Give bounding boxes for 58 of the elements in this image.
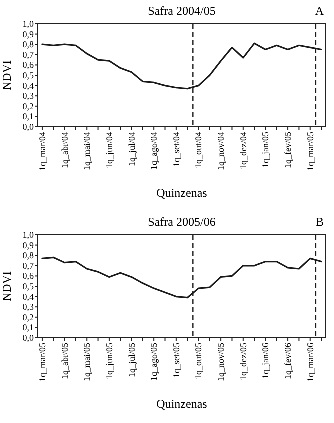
text: B <box>316 215 324 229</box>
x-tick-label: 1q_jun/04 <box>104 132 114 169</box>
x-tick-label: 1q_fev/05 <box>283 132 294 168</box>
y-tick-label: 0,7 <box>22 50 34 60</box>
y-axis-title: NDVI <box>0 272 14 302</box>
y-tick-label: 0,2 <box>22 312 34 322</box>
y-tick-label: 0,6 <box>22 271 34 282</box>
x-tick-label: 1q_ago/04 <box>149 132 160 170</box>
line-series <box>42 256 322 299</box>
y-tick-label: 1,0 <box>22 230 34 240</box>
y-tick-label: 0,9 <box>22 29 34 40</box>
y-tick-label: 0,6 <box>22 60 34 70</box>
x-tick-label: 1q_nov/05 <box>216 342 226 382</box>
x-tick-label: 1q_mar/05 <box>305 132 316 171</box>
x-tick-label: 1q_mar/06 <box>305 342 316 382</box>
x-axis-title: Quinzenas <box>156 397 208 411</box>
y-tick-label: 0,0 <box>22 122 34 132</box>
y-tick-label: 1,0 <box>22 18 34 29</box>
y-tick-label: 0,9 <box>22 240 34 250</box>
text: A <box>315 4 324 18</box>
x-tick-label: 1q_out/04 <box>194 132 204 169</box>
x-tick-label: 1q_mar/04 <box>37 132 48 171</box>
x-axis-title: Quinzenas <box>156 186 208 200</box>
x-tick-label: 1q_dez/04 <box>238 132 248 170</box>
y-tick-label: 0,1 <box>22 112 34 122</box>
x-tick-label: 1q_ago/05 <box>149 342 160 381</box>
y-tick-label: 0,1 <box>22 322 34 333</box>
x-tick-label: 1q_set/05 <box>171 342 182 378</box>
x-tick-label: 1q_mar/05 <box>37 342 48 382</box>
x-tick-label: 1q_nov/04 <box>216 132 226 171</box>
y-tick-label: 0,5 <box>22 281 34 292</box>
x-tick-label: 1q_jan/05 <box>260 132 271 168</box>
y-tick-label: 0,7 <box>22 260 34 271</box>
line-series <box>42 42 322 90</box>
y-tick-label: 0,8 <box>22 40 34 50</box>
y-tick-label: 0,2 <box>22 101 34 112</box>
x-tick-label: 1q_abr/05 <box>60 342 70 380</box>
y-tick-label: 0,8 <box>22 250 34 261</box>
chart-title: Safra 2005/06 <box>148 215 216 229</box>
y-axis-title: NDVI <box>0 60 14 90</box>
y-tick-label: 0,5 <box>22 70 34 80</box>
x-tick-label: 1q_out/05 <box>194 342 204 380</box>
x-tick-label: 1q_jun/05 <box>104 342 114 380</box>
y-tick-label: 0,3 <box>22 302 34 312</box>
x-tick-label: 1q_mai/05 <box>82 342 92 382</box>
x-tick-label: 1q_abr/04 <box>60 132 70 168</box>
y-tick-label: 0,4 <box>22 292 34 302</box>
x-tick-label: 1q_jul/05 <box>126 342 137 378</box>
y-tick-label: 0,3 <box>22 91 34 102</box>
x-tick-label: 1q_jan/06 <box>260 342 271 379</box>
y-tick-label: 0,0 <box>22 332 34 343</box>
x-tick-label: 1q_fev/06 <box>283 342 294 380</box>
chart-title: Safra 2004/05 <box>148 4 216 18</box>
x-tick-label: 1q_dez/05 <box>238 342 248 380</box>
x-tick-label: 1q_mai/04 <box>82 132 92 170</box>
y-tick-label: 0,4 <box>22 80 34 91</box>
x-tick-label: 1q_set/04 <box>171 132 182 167</box>
x-tick-label: 1q_jul/04 <box>126 132 137 167</box>
